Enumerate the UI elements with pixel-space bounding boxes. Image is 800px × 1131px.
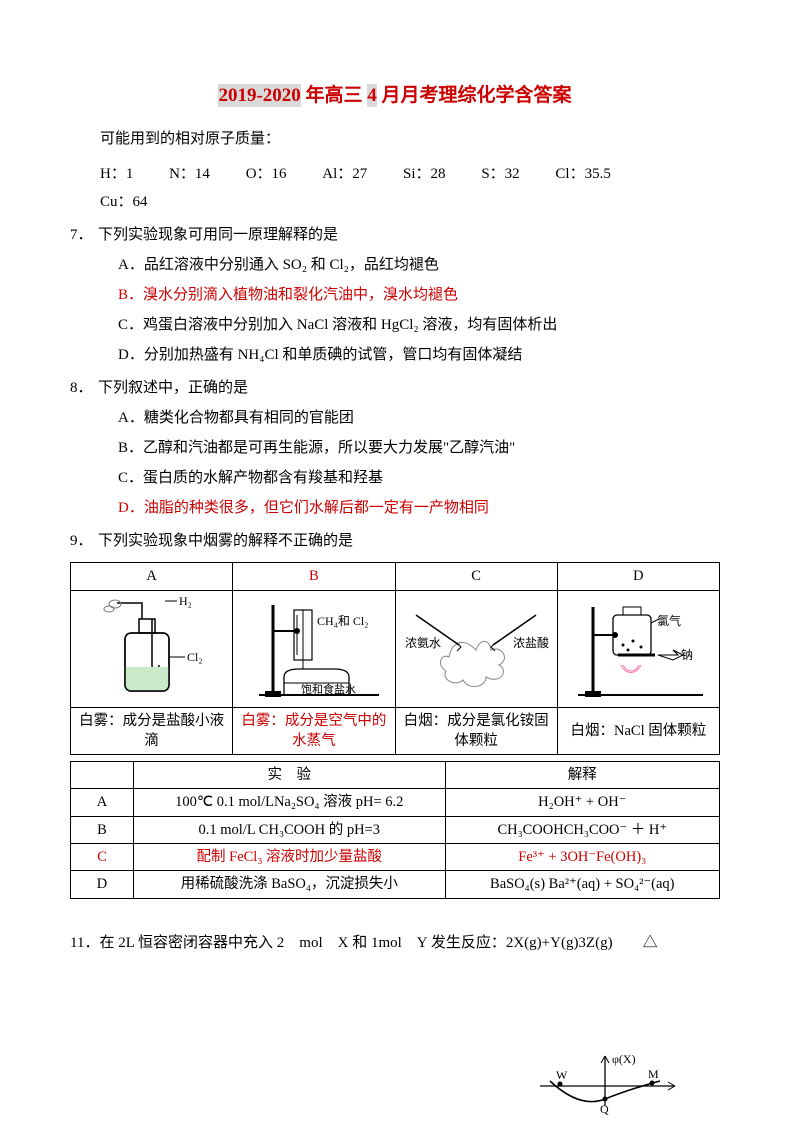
svg-text:φ(X): φ(X) [612,1052,636,1066]
intro-text: 可能用到的相对原子质量： [100,125,720,154]
q7-option-b: B．溴水分别滴入植物油和裂化汽油中，溴水均褪色 [118,280,720,310]
q7-option-d: D．分别加热盛有 NH₄Cl 和单质碘的试管，管口均有固体凝结 [118,340,720,370]
page-title: 2019-2020 年高三 4 月月考理综化学含答案 [70,80,720,107]
question-9: 9．下列实验现象中烟雾的解释不正确的是 [70,527,720,556]
q9-caption-a: 白雾：成分是盐酸小液滴 [71,707,233,755]
q9-image-d: 氯气 钠 [557,590,719,707]
q8-option-c: C．蛋白质的水解产物都含有羧基和羟基 [118,463,720,493]
svg-text:W: W [556,1068,568,1082]
svg-text:Cl₂: Cl₂ [187,650,203,664]
table-row: D用稀硫酸洗涤 BaSO₄，沉淀损失小BaSO₄(s) Ba²⁺(aq) + S… [71,871,720,898]
svg-text:M: M [648,1067,659,1081]
q8-option-d: D．油脂的种类很多，但它们水解后都一定有一产物相同 [118,493,720,523]
atomic-masses: H：1 N：14 O：16 Al：27 Si：28 S：32 Cl：35.5 C… [100,160,720,217]
question-7: 7．下列实验现象可用同一原理解释的是 [70,221,720,250]
svg-text:饱和食盐水: 饱和食盐水 [301,682,356,696]
q9-image-b: CH₄和 Cl₂ 饱和食盐水 [233,590,395,707]
explain-table: 实 验 解释 A100℃ 0.1 mol/LNa₂SO₄ 溶液 pH= 6.2H… [70,761,720,898]
svg-text:钠: 钠 [681,647,693,662]
svg-text:CH₄和 Cl₂: CH₄和 Cl₂ [317,614,368,628]
q9-image-a: H₂ Cl₂ [71,590,233,707]
q7-option-c: C．鸡蛋白溶液中分别加入 NaCl 溶液和 HgCl₂ 溶液，均有固体析出 [118,310,720,340]
q9-caption-b: 白雾：成分是空气中的水蒸气 [233,707,395,755]
q8-option-b: B．乙醇和汽油都是可再生能源，所以要大力发展"乙醇汽油" [118,433,720,463]
q8-option-a: A．糖类化合物都具有相同的官能团 [118,403,720,433]
svg-text:氯气: 氯气 [657,613,681,628]
q7-option-a: A．品红溶液中分别通入 SO₂ 和 Cl₂，品红均褪色 [118,250,720,280]
table-row: A100℃ 0.1 mol/LNa₂SO₄ 溶液 pH= 6.2H₂OH⁺ + … [71,789,720,816]
table-row: C配制 FeCl₃ 溶液时加少量盐酸Fe³⁺ + 3OH⁻Fe(OH)₃ [71,844,720,871]
svg-text:浓氨水: 浓氨水 [405,636,441,650]
question-8: 8．下列叙述中，正确的是 [70,374,720,403]
q11-graph: φ(X) W Q M [530,1051,680,1121]
q9-table: A B C D H₂ Cl₂ [70,562,720,755]
q9-image-c: 浓氨水 浓盐酸 [395,590,557,707]
svg-text:H₂: H₂ [179,595,192,608]
svg-text:浓盐酸: 浓盐酸 [513,635,549,650]
svg-text:Q: Q [600,1102,609,1116]
question-11: 11．在 2L 恒容密闭容器中充入 2 mol X 和 1mol Y 发生反应：… [70,929,720,958]
q9-caption-c: 白烟：成分是氯化铵固体颗粒 [395,707,557,755]
table-row: B0.1 mol/L CH₃COOH 的 pH=3CH₃COOHCH₃COO⁻ … [71,816,720,843]
q9-caption-d: 白烟：NaCl 固体颗粒 [557,707,719,755]
